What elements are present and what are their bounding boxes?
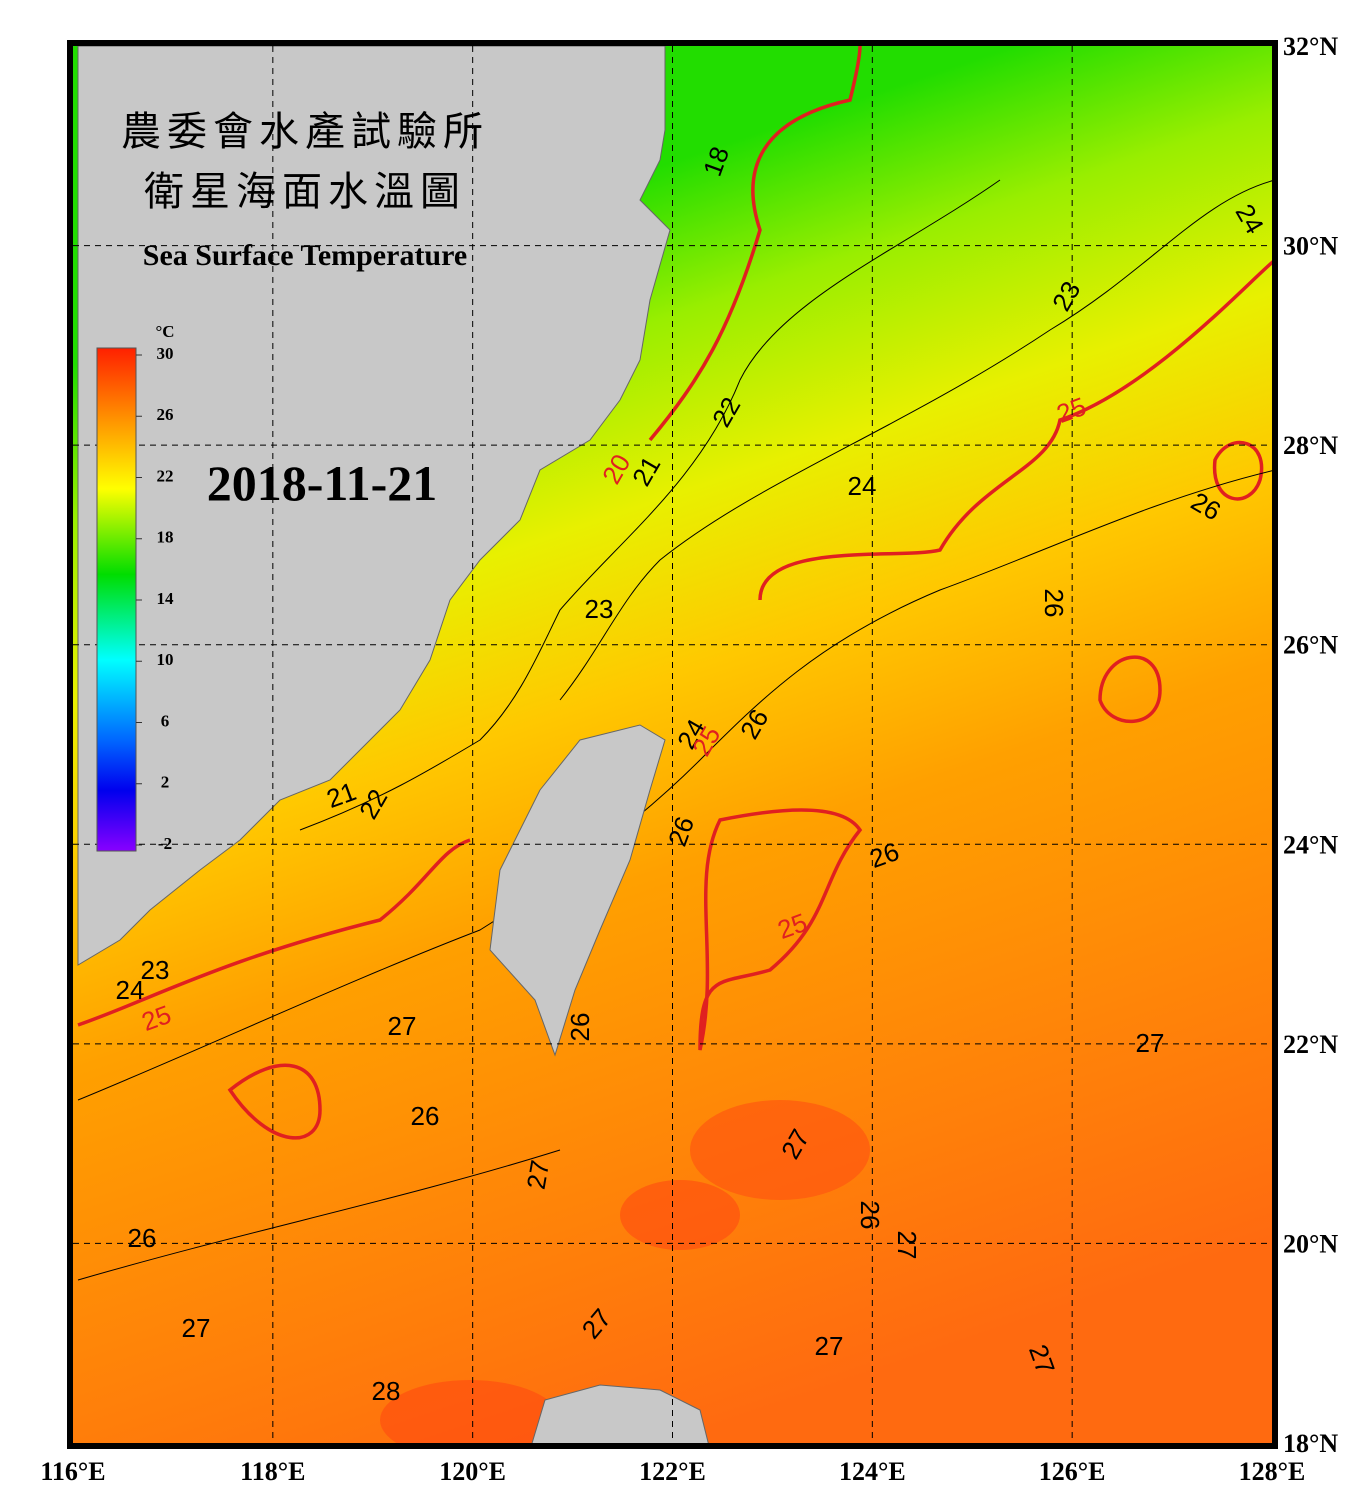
contour-label: 24	[848, 471, 877, 501]
taiwan	[489, 724, 666, 1057]
china-coast	[77, 46, 671, 966]
warm-patch	[690, 1100, 870, 1200]
x-tick-label: 126°E	[1039, 1457, 1106, 1486]
x-tick-label: 128°E	[1239, 1457, 1306, 1486]
colorbar-ticks: 30 26 22 18 14 10 6 2 -2	[136, 344, 174, 853]
x-tick-label: 124°E	[839, 1457, 906, 1486]
y-tick-label: 28°N	[1283, 431, 1338, 460]
contour-label: 28	[372, 1376, 401, 1406]
isotherm-25	[227, 440, 1264, 1140]
contour-label: 23	[141, 955, 170, 985]
colorbar-tick-label: 10	[157, 650, 174, 669]
contour-label: 27	[521, 1158, 556, 1192]
y-tick-label: 20°N	[1283, 1229, 1338, 1258]
isotherm-25	[77, 46, 1272, 1027]
x-tick-label: 116°E	[40, 1457, 105, 1486]
colorbar-tick-label: 26	[157, 405, 174, 424]
contour-label: 27	[892, 1231, 922, 1260]
colorbar-tick-label: 14	[157, 589, 175, 608]
y-tick-label: 26°N	[1283, 631, 1338, 660]
colorbar-tick-label: 2	[161, 773, 170, 792]
date: 2018-11-21	[207, 455, 438, 511]
isotherm	[77, 179, 1272, 1281]
warm-patch	[380, 1380, 560, 1443]
colorbar	[96, 347, 137, 852]
y-tick-label: 22°N	[1283, 1030, 1338, 1059]
y-tick-label: 32°N	[1283, 32, 1338, 61]
y-tick-label: 24°N	[1283, 830, 1338, 859]
colorbar-unit: °C	[155, 322, 174, 341]
x-tick-label: 120°E	[439, 1457, 506, 1486]
subtitle-zh: 衛星海面水溫圖	[144, 169, 466, 214]
isotherm-25	[698, 808, 863, 1051]
y-tick-label: 18°N	[1283, 1429, 1338, 1458]
contour-label: 23	[585, 594, 614, 624]
x-tick-label: 122°E	[639, 1457, 706, 1486]
contour-label: 26	[1039, 589, 1069, 618]
contour-label: 26	[855, 1201, 885, 1230]
colorbar-tick-label: 22	[157, 466, 174, 485]
contour-label: 26	[411, 1101, 440, 1131]
title-zh: 農委會水產試驗所	[121, 109, 489, 154]
contour-label: 27	[1136, 1028, 1165, 1058]
y-tick-label: 30°N	[1283, 232, 1338, 261]
colorbar-tick-label: -2	[158, 834, 172, 853]
contour-label: 27	[815, 1331, 844, 1361]
contour-label: 24	[116, 975, 145, 1005]
contour-label: 26	[565, 1013, 595, 1042]
contour-label: 27	[182, 1313, 211, 1343]
contour-label: 27	[388, 1011, 417, 1041]
colorbar-tick-label: 6	[161, 711, 170, 730]
colorbar-tick-label: 30	[157, 344, 174, 363]
colorbar-tick-label: 18	[157, 528, 174, 547]
x-tick-label: 118°E	[240, 1457, 305, 1486]
contour-label: 26	[128, 1223, 157, 1253]
luzon	[531, 1384, 709, 1443]
map-frame	[67, 40, 1278, 1449]
warm-patch	[620, 1180, 740, 1250]
graticule	[73, 46, 1272, 1443]
title-en: Sea Surface Temperature	[143, 239, 467, 272]
